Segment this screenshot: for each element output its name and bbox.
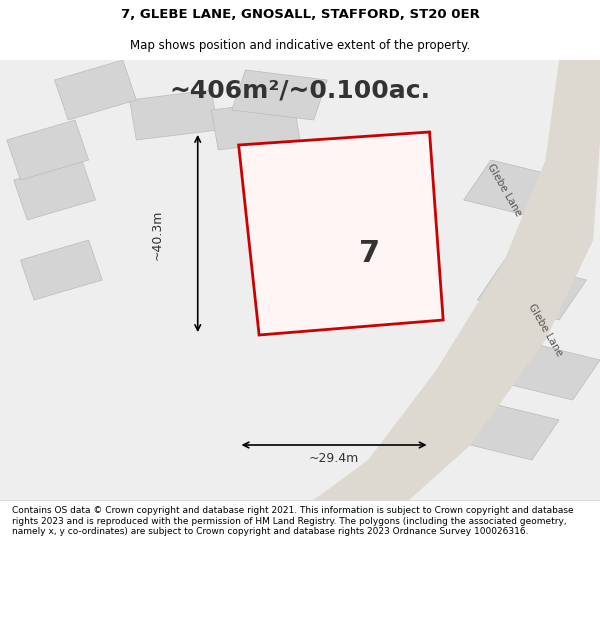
Text: Map shows position and indicative extent of the property.: Map shows position and indicative extent… — [130, 39, 470, 51]
Polygon shape — [7, 120, 89, 180]
Text: 7: 7 — [359, 239, 380, 268]
Polygon shape — [239, 132, 443, 335]
Polygon shape — [55, 60, 136, 120]
Polygon shape — [491, 340, 600, 400]
Text: ~29.4m: ~29.4m — [309, 451, 359, 464]
Text: 7, GLEBE LANE, GNOSALL, STAFFORD, ST20 0ER: 7, GLEBE LANE, GNOSALL, STAFFORD, ST20 0… — [121, 9, 479, 21]
Polygon shape — [464, 160, 573, 220]
Text: ~40.3m: ~40.3m — [151, 210, 163, 260]
Polygon shape — [14, 160, 95, 220]
Polygon shape — [20, 240, 102, 300]
Polygon shape — [477, 260, 586, 320]
Text: Contains OS data © Crown copyright and database right 2021. This information is : Contains OS data © Crown copyright and d… — [12, 506, 574, 536]
Polygon shape — [314, 60, 600, 500]
Polygon shape — [450, 400, 559, 460]
Polygon shape — [130, 90, 218, 140]
Text: Glebe Lane: Glebe Lane — [485, 162, 524, 218]
Text: ~406m²/~0.100ac.: ~406m²/~0.100ac. — [170, 78, 431, 102]
Polygon shape — [211, 100, 300, 150]
Text: Glebe Lane: Glebe Lane — [526, 302, 565, 358]
Polygon shape — [232, 70, 327, 120]
